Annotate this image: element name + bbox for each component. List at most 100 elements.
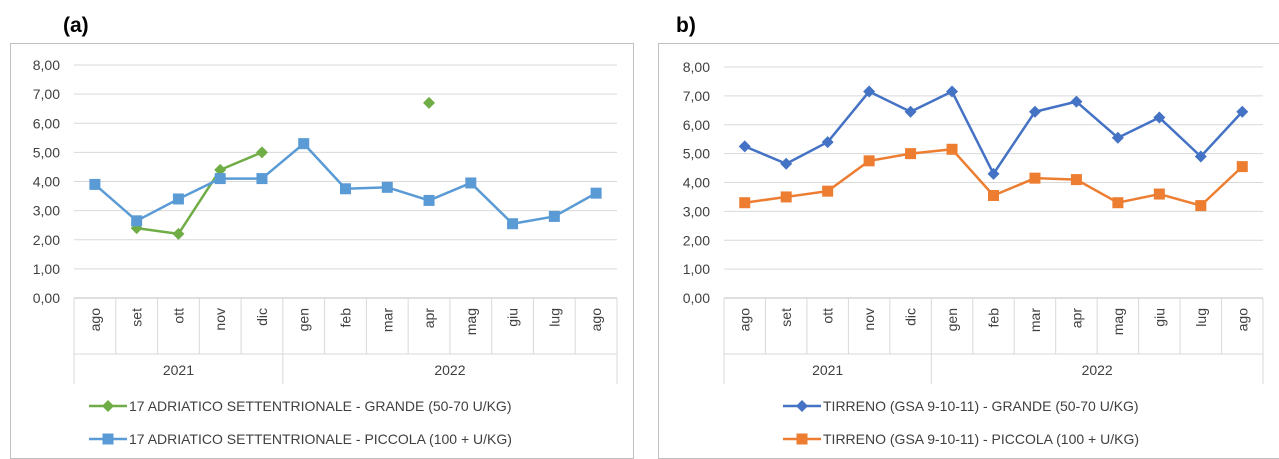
y-tick-label: 6,00 [33, 115, 60, 131]
data-point [1153, 111, 1166, 124]
series-line-segment [427, 181, 473, 202]
y-tick-label: 8,00 [683, 59, 710, 75]
series-line-segment [1075, 178, 1120, 204]
x-tick-label: mar [1027, 308, 1043, 332]
x-tick-label: mag [463, 308, 479, 335]
legend-marker [796, 400, 808, 412]
x-tick-label: mag [1110, 308, 1126, 335]
series-line-segment [826, 159, 871, 193]
series-line-segment [386, 186, 431, 202]
y-tick-label: 1,00 [683, 261, 710, 277]
x-tick-label: giu [1151, 308, 1167, 327]
data-point [381, 181, 393, 193]
data-point [1236, 105, 1249, 118]
data-point [821, 136, 834, 149]
series-line-segment [950, 148, 995, 197]
series-line-segment [135, 197, 180, 223]
legend-label: TIRRENO (GSA 9-10-11) - PICCOLA (100 + U… [823, 431, 1139, 447]
data-point [256, 173, 268, 185]
series-line-segment [1158, 116, 1203, 158]
series-line-segment [469, 181, 514, 225]
legend-marker [102, 400, 114, 412]
data-point [214, 173, 226, 185]
x-tick-label: dic [903, 308, 919, 326]
data-point [1195, 200, 1207, 212]
series-line-segment [950, 90, 995, 176]
y-tick-label: 2,00 [683, 232, 710, 248]
series-line-segment [743, 145, 788, 165]
series-line-segment [511, 215, 556, 225]
series-line-segment [1075, 100, 1120, 139]
y-tick-label: 2,00 [33, 232, 60, 248]
y-tick-label: 4,00 [683, 175, 710, 191]
y-tick-label: 7,00 [33, 86, 60, 102]
x-tick-label: apr [421, 308, 437, 329]
y-tick-label: 0,00 [33, 290, 60, 306]
x-tick-label: ago [737, 308, 753, 332]
series-line-segment [218, 151, 264, 172]
x-group-label: 2021 [163, 362, 194, 378]
x-tick-label: ott [820, 308, 836, 324]
x-tick-label: ago [1234, 308, 1250, 332]
series-line-segment [1199, 165, 1244, 207]
chart-a: 0,00 1,00 2,00 3,00 4,00 5,00 6,00 7,00 8,00 ago s… [33, 57, 618, 447]
x-tick-label: apr [1068, 308, 1084, 329]
data-point [214, 163, 227, 176]
data-point [507, 218, 519, 230]
data-point [946, 143, 958, 155]
legend-label: 17 ADRIATICO SETTENTRIONALE - PICCOLA (1… [129, 431, 512, 447]
chart-b-frame: 0,00 1,00 2,00 3,00 4,00 5,00 6,00 7,00 8,00 ago s… [658, 43, 1279, 459]
series-line-segment [909, 148, 954, 155]
data-point [1029, 172, 1041, 184]
data-point [822, 185, 834, 197]
data-point [423, 194, 435, 206]
series-line-segment [743, 195, 788, 204]
data-point [863, 155, 875, 167]
series-line-segment [1033, 176, 1078, 181]
legend-marker [102, 433, 114, 445]
chart-a-frame: 0,00 1,00 2,00 3,00 4,00 5,00 6,00 7,00 8,00 ago s… [10, 43, 634, 459]
chart-b: 0,00 1,00 2,00 3,00 4,00 5,00 6,00 7,00 8,00 ago s… [683, 59, 1264, 447]
data-point [1028, 105, 1041, 118]
series-line-segment [992, 110, 1037, 176]
data-point [89, 178, 101, 190]
legend-label: 17 ADRIATICO SETTENTRIONALE - GRANDE (50… [129, 398, 511, 414]
y-tick-label: 6,00 [683, 117, 710, 133]
data-point [1194, 150, 1207, 163]
data-point [340, 183, 351, 195]
data-point [905, 148, 917, 160]
data-point [863, 85, 876, 98]
series-line-segment [784, 140, 829, 165]
data-point [172, 193, 184, 205]
y-tick-label: 5,00 [683, 146, 710, 162]
legend-marker [796, 433, 808, 445]
y-tick-label: 1,00 [33, 261, 60, 277]
y-tick-label: 0,00 [683, 290, 710, 306]
series-line-segment [344, 186, 389, 191]
series-line-segment [1199, 110, 1244, 158]
series-line-segment [177, 168, 222, 236]
x-group-label: 2021 [812, 362, 843, 378]
data-point [423, 96, 436, 109]
series-line-segment [867, 152, 912, 163]
panel-label-b: b) [676, 14, 696, 37]
data-point [738, 140, 751, 153]
data-point [1153, 188, 1165, 200]
x-tick-label: nov [212, 308, 228, 331]
x-tick-label: gen [944, 308, 960, 331]
y-tick-label: 3,00 [683, 203, 710, 219]
data-point [298, 138, 310, 150]
x-tick-label: lug [546, 308, 562, 327]
data-point [1236, 161, 1248, 173]
data-point [1070, 95, 1083, 108]
x-tick-label: giu [505, 308, 521, 327]
data-point [465, 177, 477, 189]
x-group-label: 2022 [434, 362, 465, 378]
panel-label-a: (a) [63, 14, 89, 37]
x-group-label: 2022 [1082, 362, 1113, 378]
data-point [988, 189, 999, 201]
series-line-segment [909, 90, 954, 114]
y-tick-label: 7,00 [683, 88, 710, 104]
series-line-segment [1116, 116, 1161, 139]
series-line-segment [553, 191, 598, 218]
